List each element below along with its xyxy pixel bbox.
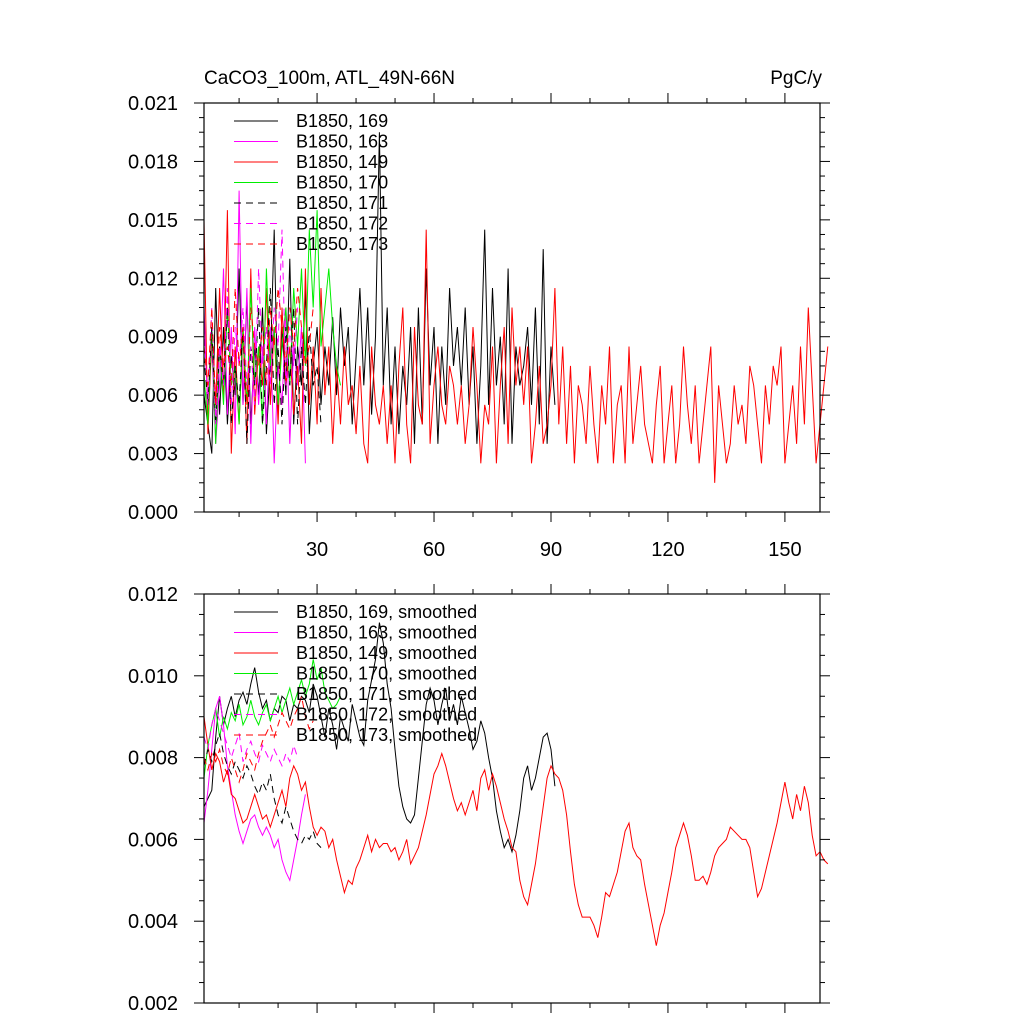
series-line-0-0 xyxy=(203,132,556,454)
legend-label-1-3: B1850, 170, smoothed xyxy=(296,664,477,684)
top-panel: CaCO3_100m, ATL_49N-66N PgC/y 0.000 0.003… xyxy=(128,68,830,561)
series-line-0-6 xyxy=(203,287,314,405)
y-tick-label: 0.006 xyxy=(128,385,178,407)
top-panel-title: CaCO3_100m, ATL_49N-66N xyxy=(204,68,455,89)
legend-label-1-5: B1850, 172, smoothed xyxy=(296,705,477,725)
series-line-0-1 xyxy=(203,190,306,464)
series-line-0-2 xyxy=(203,210,829,483)
y-tick-label: 0.008 xyxy=(128,748,178,770)
legend-label-1-4: B1850, 171, smoothed xyxy=(296,684,477,704)
x-tick-label: 150 xyxy=(768,539,801,561)
legend-label-1-1: B1850, 163, smoothed xyxy=(296,623,477,643)
y-tick-label: 0.018 xyxy=(128,151,178,173)
y-tick-label: 0.009 xyxy=(128,327,178,349)
legend-label-0-5: B1850, 172 xyxy=(296,214,388,234)
legend-label-1-0: B1850, 169, smoothed xyxy=(296,602,477,622)
legend-label-0-0: B1850, 169 xyxy=(296,111,388,131)
series-line-1-1 xyxy=(203,696,306,882)
y-tick-label: 0.002 xyxy=(128,993,178,1015)
legend-label-0-3: B1850, 170 xyxy=(296,173,388,193)
legend-label-1-6: B1850, 173, smoothed xyxy=(296,725,477,745)
y-tick-label: 0.010 xyxy=(128,666,178,688)
y-tick-label: 0.006 xyxy=(128,829,178,851)
series-line-1-5 xyxy=(203,706,299,768)
legend-label-0-6: B1850, 173 xyxy=(296,234,388,254)
legend-label-0-1: B1850, 163 xyxy=(296,132,388,152)
y-tick-label: 0.004 xyxy=(128,911,178,933)
series-line-1-0 xyxy=(203,622,556,854)
bottom-panel: 0.002 0.004 0.006 0.008 0.010 0.012 B1850, 169… xyxy=(128,584,830,1015)
series-line-0-5 xyxy=(203,229,299,425)
legend-label-0-2: B1850, 149 xyxy=(296,152,388,172)
y-tick-label: 0.021 xyxy=(128,93,178,115)
series-line-1-4 xyxy=(203,732,322,848)
x-tick-label: 90 xyxy=(540,539,562,561)
top-panel-units: PgC/y xyxy=(770,68,822,89)
legend-label-1-2: B1850, 149, smoothed xyxy=(296,643,477,663)
y-tick-label: 0.012 xyxy=(128,584,178,606)
y-tick-label: 0.015 xyxy=(128,210,178,232)
y-tick-label: 0.000 xyxy=(128,502,178,524)
x-tick-label: 60 xyxy=(423,539,445,561)
legend-label-0-4: B1850, 171 xyxy=(296,193,388,213)
y-tick-label: 0.012 xyxy=(128,268,178,290)
y-tick-label: 0.003 xyxy=(128,444,178,466)
x-tick-label: 120 xyxy=(651,539,684,561)
series-line-1-6 xyxy=(203,696,314,784)
x-tick-label: 30 xyxy=(306,539,328,561)
series-line-1-2 xyxy=(203,716,829,946)
